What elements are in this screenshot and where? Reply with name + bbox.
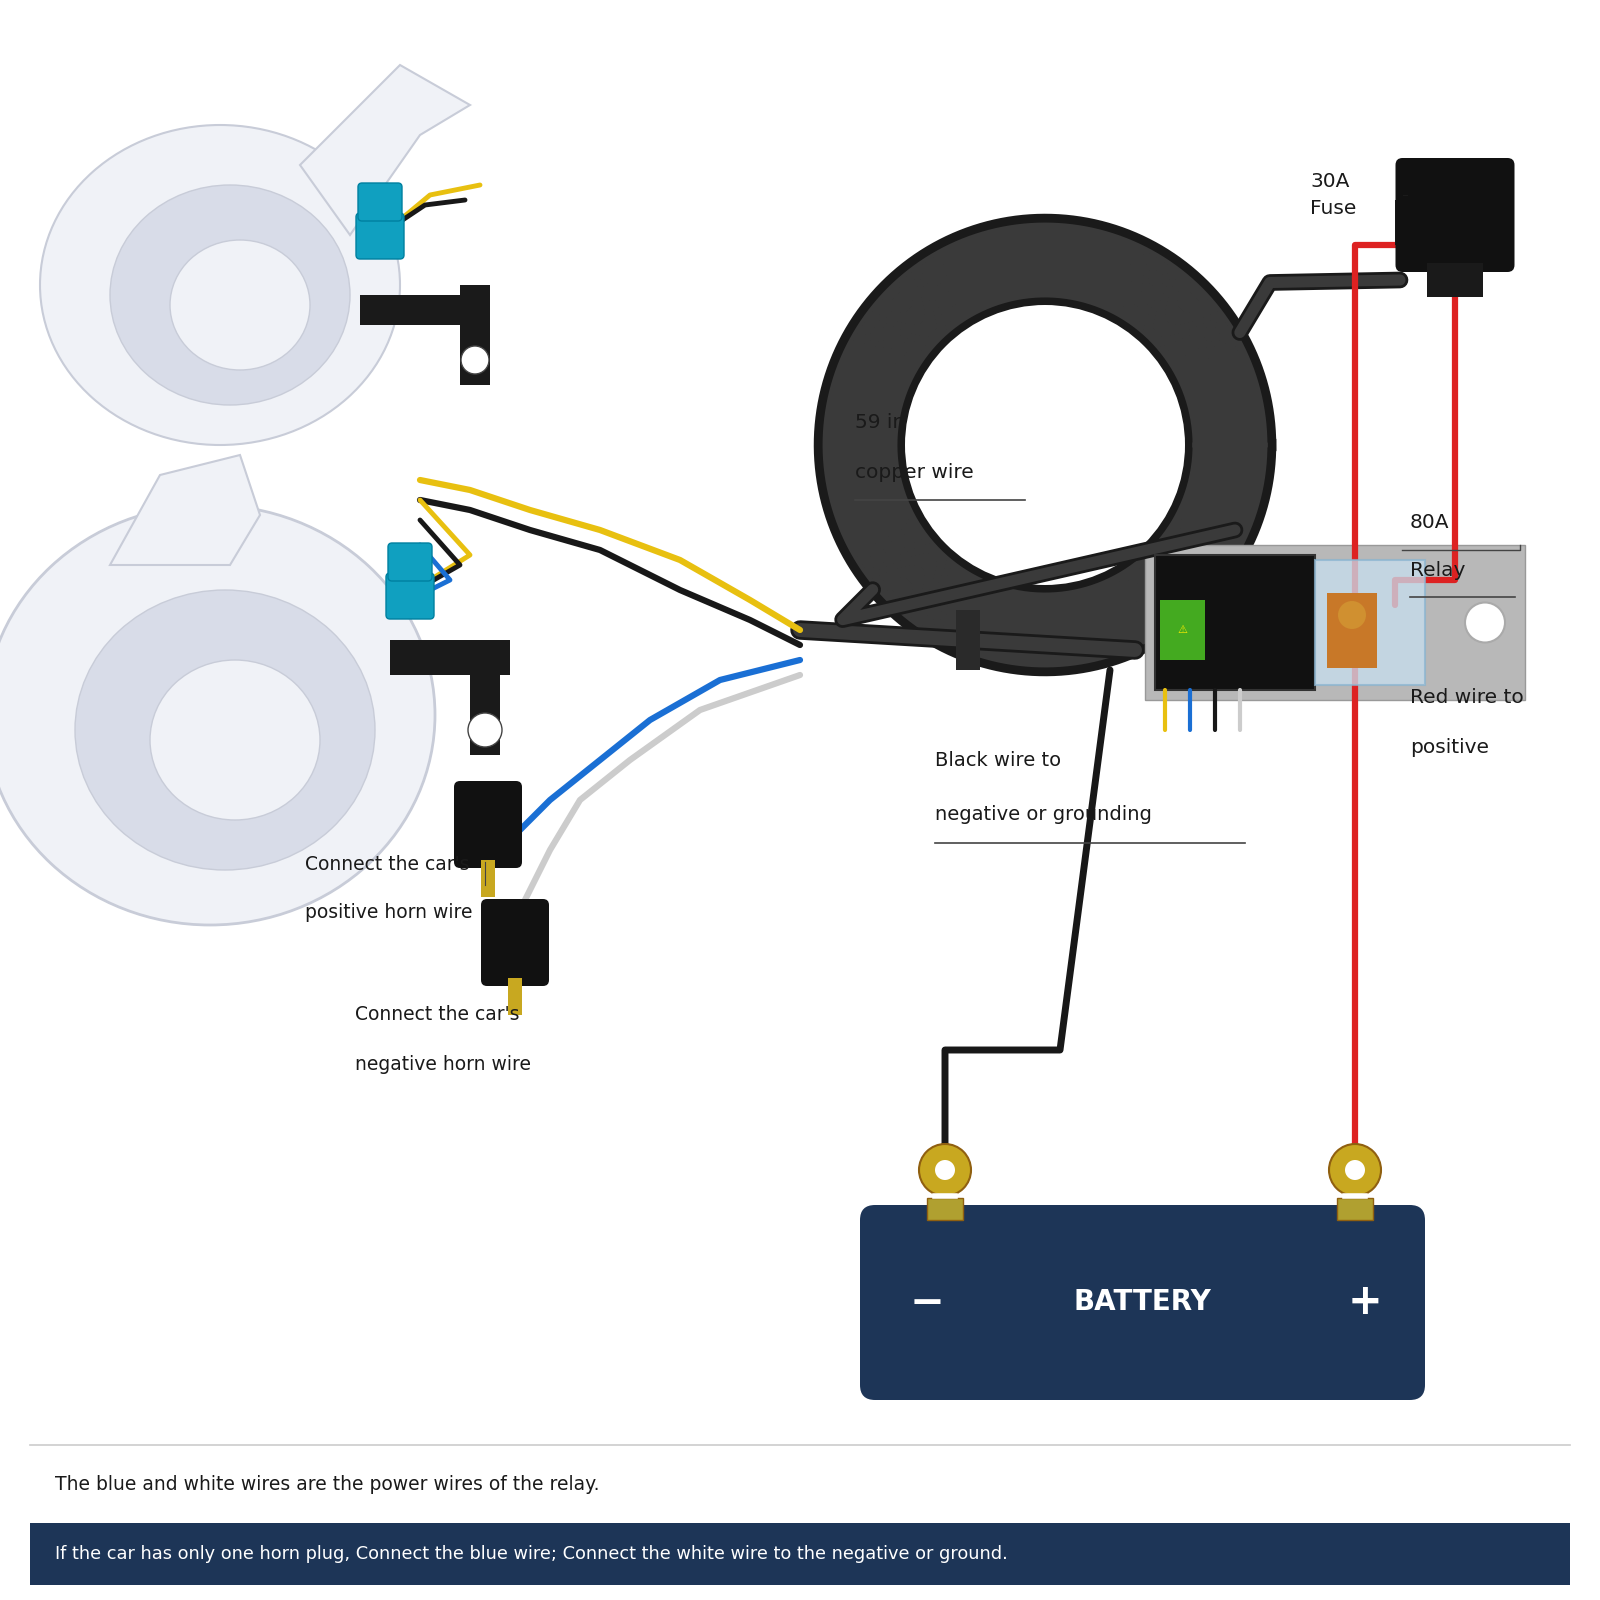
Text: positive: positive (1410, 739, 1490, 757)
Text: Red wire to: Red wire to (1410, 688, 1523, 707)
Text: Relay: Relay (1410, 560, 1466, 579)
Bar (1395, 200, 1406, 245)
Bar (482, 861, 494, 898)
Bar (1155, 555, 1315, 690)
Text: Connect the car's: Connect the car's (306, 856, 469, 875)
Ellipse shape (110, 186, 350, 405)
FancyBboxPatch shape (482, 899, 549, 986)
Text: BATTERY: BATTERY (1074, 1288, 1211, 1317)
Bar (1338, 1198, 1373, 1219)
Ellipse shape (170, 240, 310, 370)
Ellipse shape (0, 506, 435, 925)
Bar (390, 640, 510, 675)
Circle shape (1338, 602, 1366, 629)
Text: Black wire to: Black wire to (934, 750, 1061, 770)
Text: If the car has only one horn plug, Connect the blue wire; Connect the white wire: If the car has only one horn plug, Conne… (54, 1546, 1008, 1563)
Text: Connect the car's: Connect the car's (355, 1005, 520, 1024)
FancyBboxPatch shape (386, 573, 434, 619)
FancyBboxPatch shape (355, 213, 403, 259)
Bar (1146, 546, 1525, 701)
Polygon shape (301, 66, 470, 235)
Ellipse shape (75, 590, 374, 870)
Bar (1326, 594, 1378, 669)
Circle shape (918, 1144, 971, 1197)
Circle shape (934, 1160, 955, 1181)
Polygon shape (110, 454, 259, 565)
Bar (1160, 600, 1205, 659)
Text: The blue and white wires are the power wires of the relay.: The blue and white wires are the power w… (54, 1475, 600, 1494)
Text: 30A
Fuse: 30A Fuse (1310, 173, 1357, 218)
Bar (470, 645, 499, 755)
Bar (1315, 560, 1426, 685)
Bar (955, 610, 979, 670)
Circle shape (461, 346, 490, 374)
Circle shape (467, 714, 502, 747)
Text: 59 in: 59 in (854, 413, 906, 432)
Circle shape (1330, 1144, 1381, 1197)
FancyBboxPatch shape (861, 1205, 1426, 1400)
Bar (360, 294, 490, 325)
Text: +: + (1347, 1282, 1382, 1323)
FancyBboxPatch shape (387, 542, 432, 581)
Bar (461, 285, 490, 386)
FancyBboxPatch shape (358, 182, 402, 221)
Bar (1427, 262, 1483, 298)
FancyBboxPatch shape (454, 781, 522, 867)
Text: positive horn wire: positive horn wire (306, 902, 472, 922)
Text: negative or grounding: negative or grounding (934, 805, 1152, 824)
Circle shape (1346, 1160, 1365, 1181)
Text: copper wire: copper wire (854, 464, 974, 483)
Bar (30, 1523, 1570, 1586)
Ellipse shape (150, 659, 320, 819)
Bar (926, 1198, 963, 1219)
Ellipse shape (40, 125, 400, 445)
Bar (509, 978, 522, 1014)
Text: 80A: 80A (1410, 514, 1450, 533)
Circle shape (906, 306, 1186, 586)
Text: −: − (909, 1282, 944, 1323)
Text: ⚠: ⚠ (1178, 626, 1187, 635)
Text: negative horn wire: negative horn wire (355, 1056, 531, 1075)
Circle shape (1466, 603, 1506, 643)
FancyBboxPatch shape (1395, 158, 1515, 272)
